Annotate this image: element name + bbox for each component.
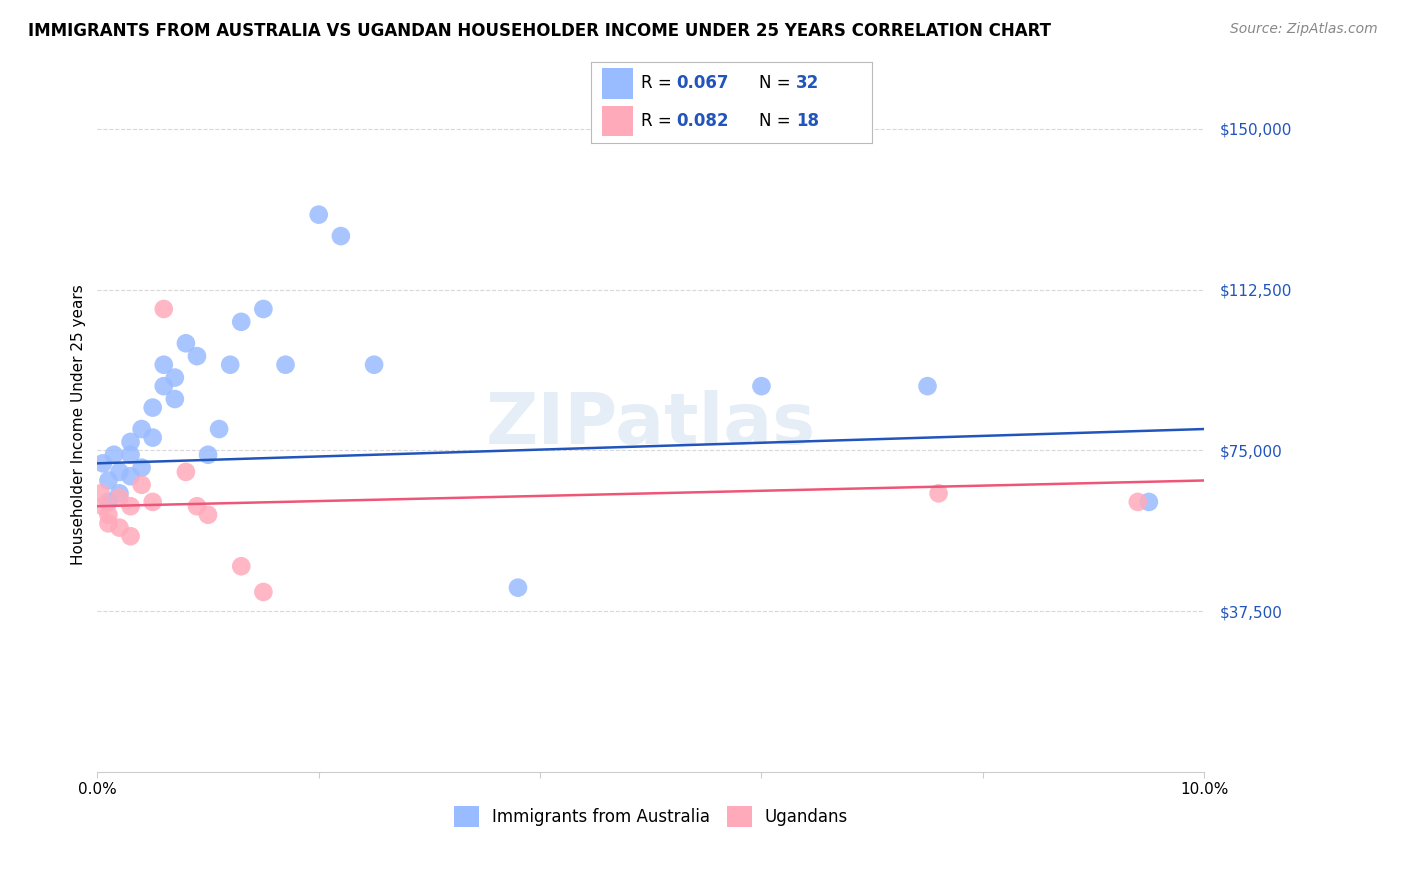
Text: R =: R = bbox=[641, 112, 678, 130]
Point bbox=[120, 500, 142, 514]
Point bbox=[142, 431, 165, 445]
Text: 0.067: 0.067 bbox=[676, 74, 728, 92]
Bar bbox=[602, 106, 633, 136]
Point bbox=[163, 370, 186, 384]
Point bbox=[131, 422, 153, 436]
Text: 32: 32 bbox=[796, 74, 820, 92]
Point bbox=[163, 392, 186, 406]
Point bbox=[152, 301, 174, 316]
Point bbox=[108, 521, 131, 535]
Point bbox=[103, 448, 125, 462]
Text: IMMIGRANTS FROM AUSTRALIA VS UGANDAN HOUSEHOLDER INCOME UNDER 25 YEARS CORRELATI: IMMIGRANTS FROM AUSTRALIA VS UGANDAN HOU… bbox=[28, 22, 1052, 40]
Bar bbox=[602, 68, 633, 99]
Point bbox=[1126, 495, 1149, 509]
Point bbox=[231, 559, 253, 574]
Point bbox=[120, 469, 142, 483]
Point bbox=[108, 465, 131, 479]
Point bbox=[186, 349, 208, 363]
Point bbox=[142, 495, 165, 509]
Point bbox=[174, 465, 197, 479]
Point bbox=[97, 508, 120, 522]
Point bbox=[197, 448, 219, 462]
Point bbox=[131, 460, 153, 475]
Point bbox=[174, 336, 197, 351]
Text: Source: ZipAtlas.com: Source: ZipAtlas.com bbox=[1230, 22, 1378, 37]
Point bbox=[120, 529, 142, 543]
Text: 18: 18 bbox=[796, 112, 818, 130]
Legend: Immigrants from Australia, Ugandans: Immigrants from Australia, Ugandans bbox=[447, 799, 855, 833]
Point bbox=[152, 379, 174, 393]
Point bbox=[1137, 495, 1160, 509]
Point bbox=[142, 401, 165, 415]
Point bbox=[186, 500, 208, 514]
Point bbox=[917, 379, 939, 393]
Point bbox=[928, 486, 950, 500]
Point bbox=[131, 477, 153, 491]
Text: R =: R = bbox=[641, 74, 678, 92]
Point bbox=[91, 500, 114, 514]
Point bbox=[308, 208, 330, 222]
Point bbox=[120, 434, 142, 449]
Point bbox=[108, 486, 131, 500]
Y-axis label: Householder Income Under 25 years: Householder Income Under 25 years bbox=[72, 285, 86, 566]
Point bbox=[97, 474, 120, 488]
Point bbox=[219, 358, 242, 372]
Point bbox=[252, 301, 274, 316]
Point bbox=[152, 358, 174, 372]
Point bbox=[108, 491, 131, 505]
Point bbox=[274, 358, 297, 372]
Point bbox=[91, 456, 114, 470]
Point bbox=[90, 486, 112, 500]
Point bbox=[97, 495, 120, 509]
Text: ZIPatlas: ZIPatlas bbox=[485, 390, 815, 459]
Text: N =: N = bbox=[759, 112, 796, 130]
Point bbox=[97, 516, 120, 531]
Point bbox=[197, 508, 219, 522]
Point bbox=[363, 358, 385, 372]
Point bbox=[120, 448, 142, 462]
Text: 0.082: 0.082 bbox=[676, 112, 728, 130]
Point bbox=[329, 229, 352, 244]
Point bbox=[231, 315, 253, 329]
Text: N =: N = bbox=[759, 74, 796, 92]
Point bbox=[208, 422, 231, 436]
Point bbox=[751, 379, 773, 393]
Point bbox=[252, 585, 274, 599]
Point bbox=[506, 581, 529, 595]
